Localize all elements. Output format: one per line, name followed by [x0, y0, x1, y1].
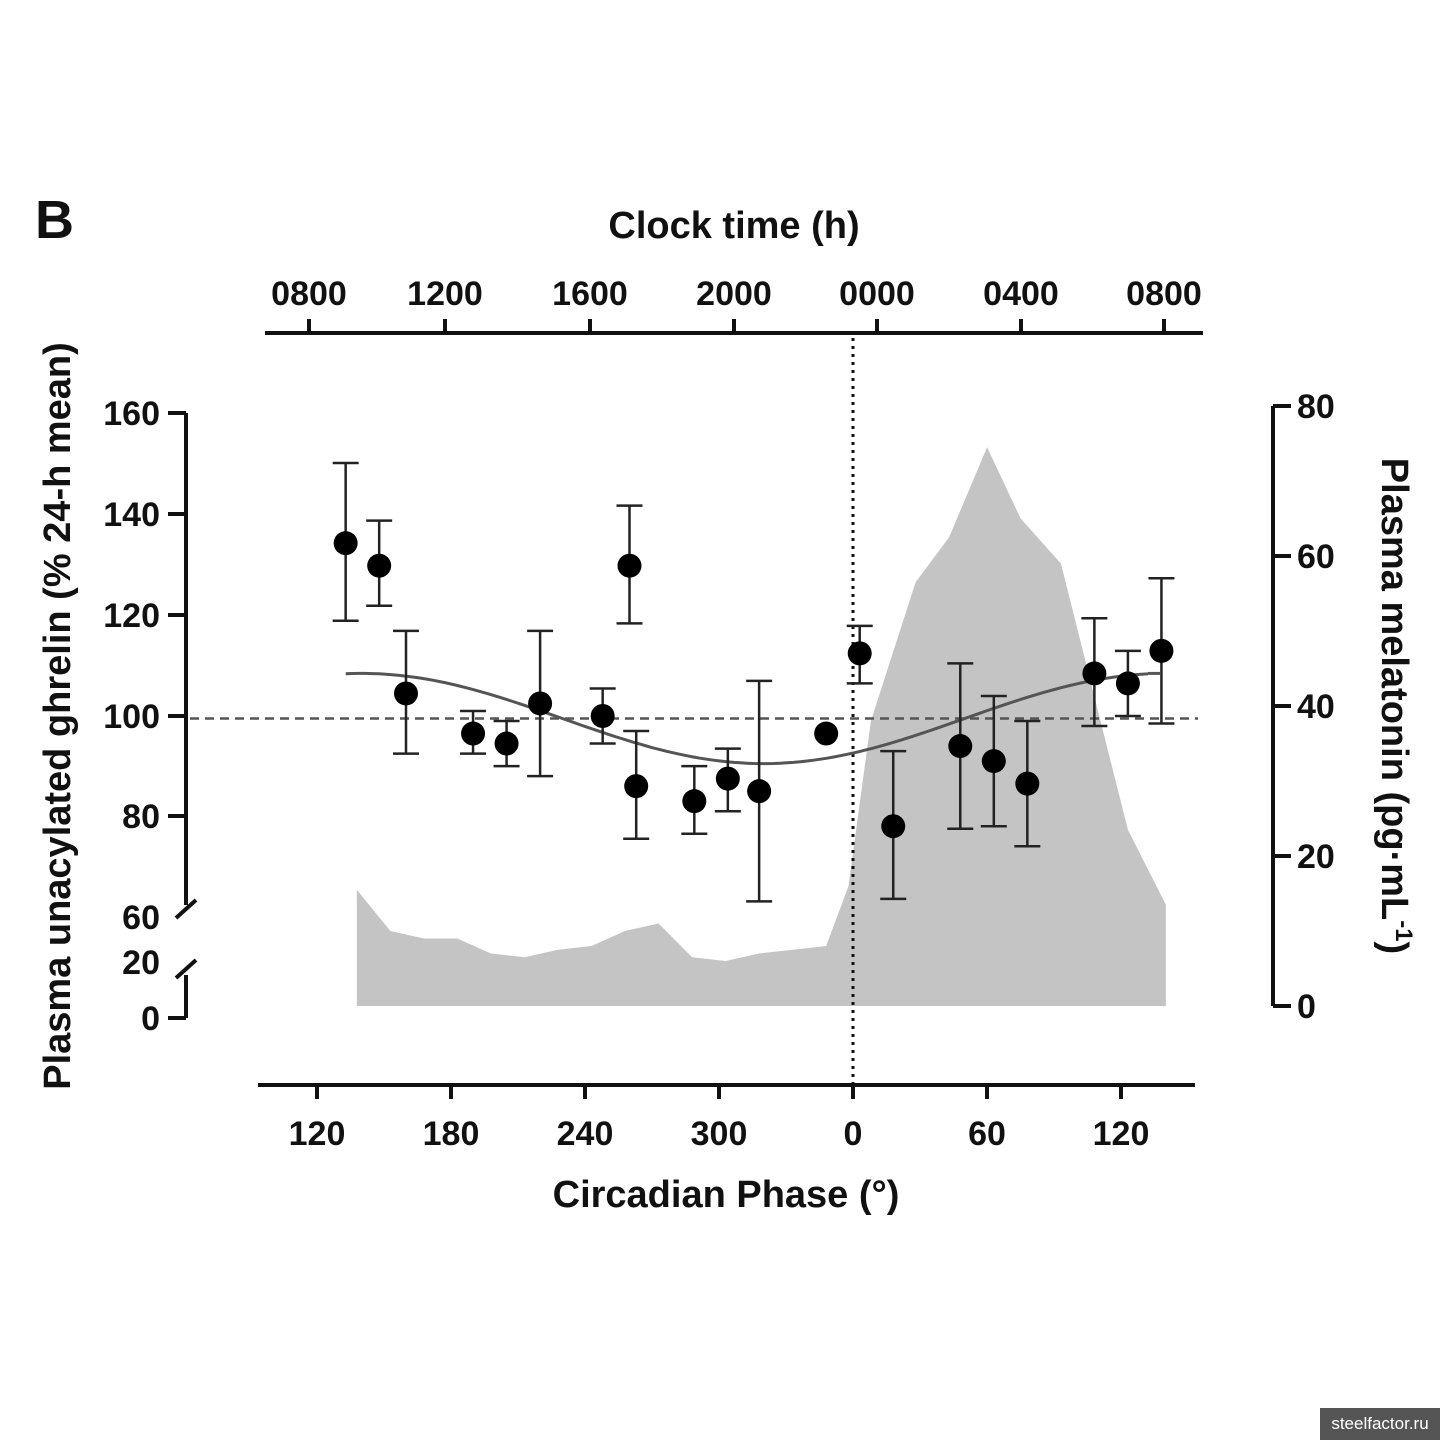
ghrelin-point — [367, 553, 392, 578]
top-tick-label: 0000 — [839, 275, 915, 313]
melatonin-area-layer — [356, 447, 1166, 1006]
bottom-tick-label: 300 — [691, 1115, 748, 1153]
ghrelin-point — [333, 531, 358, 556]
top-tick-label: 0800 — [1126, 275, 1202, 313]
right-tick-label: 80 — [1297, 388, 1335, 426]
left-tick-label: 100 — [103, 698, 160, 736]
melatonin-area — [356, 447, 1166, 1006]
left-tick-label: 140 — [103, 496, 160, 534]
ghrelin-points-layer — [332, 461, 1175, 903]
left-axis: 160 140 120 100 80 60 20 0 — [103, 395, 198, 1038]
bottom-tick-label: 120 — [289, 1115, 346, 1153]
ghrelin-point — [461, 721, 486, 746]
top-axis-ticks: 0800 1200 1600 2000 0000 0400 0800 — [271, 275, 1202, 333]
ghrelin-point — [1015, 771, 1040, 796]
ghrelin-point — [747, 779, 772, 804]
ghrelin-point — [881, 814, 906, 839]
left-tick-label: 80 — [122, 798, 160, 836]
ghrelin-point — [1115, 671, 1140, 696]
ghrelin-point — [617, 553, 642, 578]
ghrelin-point — [847, 641, 872, 666]
left-tick-label: 60 — [122, 899, 160, 937]
panel-label: B — [35, 190, 74, 250]
right-tick-label: 0 — [1297, 988, 1316, 1026]
ghrelin-point — [814, 721, 839, 746]
bottom-tick-label: 0 — [844, 1115, 863, 1153]
top-tick-label: 2000 — [696, 275, 772, 313]
left-axis-title: Plasma unacylated ghrelin (% 24-h mean) — [37, 342, 79, 1090]
top-tick-label: 1200 — [407, 275, 483, 313]
top-tick-label: 1600 — [552, 275, 628, 313]
right-axis: 0 20 40 60 80 — [1271, 388, 1335, 1026]
left-tick-label: 160 — [103, 395, 160, 433]
ghrelin-point — [1149, 638, 1174, 663]
top-axis-title: Clock time (h) — [608, 205, 859, 247]
ghrelin-point — [682, 789, 707, 814]
ghrelin-point — [981, 749, 1006, 774]
top-tick-label: 0400 — [983, 275, 1059, 313]
left-tick-label: 0 — [141, 1000, 160, 1038]
bottom-tick-label: 120 — [1093, 1115, 1150, 1153]
left-tick-label: 20 — [122, 944, 160, 982]
ghrelin-point — [715, 766, 740, 791]
watermark: steelfactor.ru — [1320, 1408, 1440, 1440]
right-tick-label: 20 — [1297, 838, 1335, 876]
ghrelin-point — [528, 691, 553, 716]
right-tick-label: 40 — [1297, 688, 1335, 726]
bottom-axis-title: Circadian Phase (°) — [553, 1174, 900, 1216]
ghrelin-point — [1082, 661, 1107, 686]
bottom-tick-label: 240 — [557, 1115, 614, 1153]
ghrelin-point — [948, 734, 973, 759]
bottom-tick-label: 60 — [968, 1115, 1006, 1153]
bottom-axis-ticks: 120 180 240 300 0 60 120 — [289, 1085, 1150, 1153]
left-tick-label: 120 — [103, 597, 160, 635]
axis-break-mark — [174, 898, 198, 920]
fitted-cosine-curve — [345, 671, 1149, 766]
right-tick-label: 60 — [1297, 538, 1335, 576]
ghrelin-point — [590, 704, 615, 728]
ghrelin-point — [624, 774, 649, 799]
ghrelin-point — [494, 731, 519, 756]
right-axis-title: Plasma melatonin (pg·mL-1) — [1373, 458, 1417, 954]
axis-break-mark — [174, 958, 198, 980]
top-tick-label: 0800 — [271, 275, 347, 313]
bottom-tick-label: 180 — [423, 1115, 480, 1153]
reference-lines-layer — [190, 338, 1198, 1083]
ghrelin-point — [394, 681, 418, 706]
